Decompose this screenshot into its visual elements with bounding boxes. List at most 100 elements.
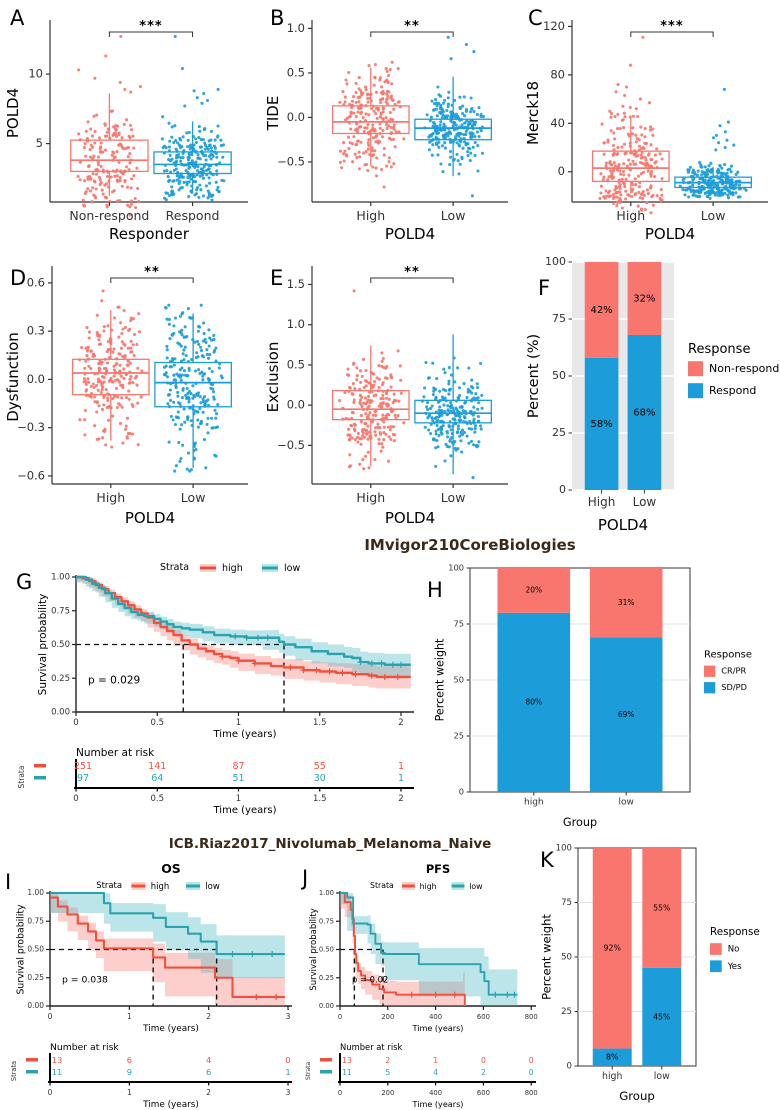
svg-text:Number at risk: Number at risk <box>76 747 155 759</box>
svg-text:6: 6 <box>127 1055 132 1065</box>
svg-text:25: 25 <box>561 1007 572 1017</box>
svg-text:0: 0 <box>567 1062 572 1072</box>
svg-text:1.00: 1.00 <box>27 888 44 897</box>
svg-text:0.5: 0.5 <box>150 794 164 804</box>
svg-text:Time (years): Time (years) <box>412 1099 464 1109</box>
panel-b: B −0.5 0.0 0.5 1.0 TIDE High Low POLD4 ** <box>264 6 516 248</box>
svg-text:Response: Response <box>688 342 750 357</box>
svg-text:Dysfunction: Dysfunction <box>4 332 22 422</box>
svg-text:Low: Low <box>633 495 657 509</box>
svg-text:0.00: 0.00 <box>319 1002 334 1010</box>
svg-text:−0.5: −0.5 <box>277 154 305 168</box>
svg-text:50: 50 <box>454 675 465 685</box>
svg-text:low: low <box>619 798 634 808</box>
svg-text:High: High <box>616 208 645 223</box>
svg-text:1.00: 1.00 <box>319 889 334 897</box>
svg-text:Time (years): Time (years) <box>412 1023 464 1033</box>
svg-text:Yes: Yes <box>727 962 742 972</box>
svg-text:Strata: Strata <box>17 766 26 789</box>
svg-text:9: 9 <box>127 1067 132 1077</box>
svg-text:2: 2 <box>206 1012 211 1021</box>
svg-text:25: 25 <box>454 731 465 741</box>
svg-text:75: 75 <box>454 619 465 629</box>
svg-text:POLD4: POLD4 <box>125 509 175 527</box>
svg-text:120: 120 <box>543 19 565 33</box>
svg-text:2: 2 <box>398 794 403 804</box>
svg-text:400: 400 <box>429 1013 442 1021</box>
svg-text:42%: 42% <box>590 305 612 316</box>
svg-text:600: 600 <box>477 1089 490 1097</box>
panel-f: F 0 25 50 75 100 Percent (%) 58% 42% High 68% 32% L… <box>518 252 780 538</box>
svg-text:1: 1 <box>236 794 241 804</box>
panel-b-letter: B <box>270 6 285 30</box>
panel-k: K 0 25 50 75 100 Percent weight 8% 92% high 45% 55… <box>532 836 780 1108</box>
svg-text:1: 1 <box>285 1067 290 1077</box>
svg-text:87: 87 <box>232 761 244 772</box>
panel-e: E −0.5 0.0 0.5 1.0 1.5 Exclusion High Low POLD4 *… <box>264 252 516 532</box>
svg-text:80: 80 <box>550 67 565 81</box>
svg-text:5: 5 <box>36 136 43 150</box>
svg-text:0: 0 <box>48 1012 53 1021</box>
svg-text:high: high <box>602 1071 622 1082</box>
svg-text:31%: 31% <box>618 598 635 607</box>
svg-text:Response: Response <box>710 926 760 938</box>
svg-text:0: 0 <box>338 1013 342 1021</box>
svg-text:20%: 20% <box>525 586 542 595</box>
svg-text:4: 4 <box>206 1055 211 1065</box>
svg-text:0.25: 0.25 <box>27 973 44 982</box>
svg-text:0.5: 0.5 <box>287 357 305 371</box>
svg-text:POLD4: POLD4 <box>598 516 648 534</box>
svg-text:141: 141 <box>148 761 166 772</box>
boxplot-exclusion: −0.5 0.0 0.5 1.0 1.5 Exclusion High Low POLD4 ** <box>264 265 508 527</box>
panel-i: I OS Strata high low 0.00 0.25 0.50 0.75 1.00 Sur… <box>4 860 302 1110</box>
svg-text:High: High <box>588 495 616 509</box>
svg-text:Non-respond: Non-respond <box>69 208 149 223</box>
panel-h-letter: H <box>427 578 443 602</box>
svg-text:0.50: 0.50 <box>319 946 334 954</box>
svg-text:13: 13 <box>342 1056 352 1065</box>
svg-text:Low: Low <box>441 490 466 505</box>
svg-text:Low: Low <box>441 208 466 223</box>
svg-text:10: 10 <box>28 67 43 81</box>
svg-text:Time (years): Time (years) <box>213 805 277 816</box>
svg-text:SD/PD: SD/PD <box>721 682 747 692</box>
svg-text:11: 11 <box>52 1067 63 1077</box>
svg-text:**: ** <box>404 19 420 34</box>
svg-text:Responder: Responder <box>109 225 190 243</box>
svg-text:75: 75 <box>561 898 572 908</box>
svg-text:Time (years): Time (years) <box>142 1100 199 1110</box>
svg-text:55%: 55% <box>653 903 670 912</box>
dataset-title-imvigor: IMvigor210CoreBiologies <box>364 536 576 554</box>
boxplot-tide: −0.5 0.0 0.5 1.0 TIDE High Low POLD4 ** <box>264 19 508 243</box>
svg-text:50: 50 <box>561 953 572 963</box>
svg-text:1.5: 1.5 <box>313 718 327 728</box>
svg-text:Number at risk: Number at risk <box>50 1042 119 1053</box>
svg-text:45%: 45% <box>653 1012 670 1021</box>
svg-text:Time (years): Time (years) <box>213 729 277 740</box>
svg-text:0.0: 0.0 <box>287 398 305 412</box>
svg-text:6: 6 <box>206 1067 211 1077</box>
svg-text:Percent weight: Percent weight <box>434 638 447 721</box>
svg-text:CR/PR: CR/PR <box>721 666 746 676</box>
panel-g-letter: G <box>16 570 33 594</box>
svg-text:2: 2 <box>398 718 403 728</box>
panel-i-letter: I <box>5 870 12 894</box>
svg-text:8%: 8% <box>606 1053 618 1062</box>
svg-text:Strata: Strata <box>160 562 189 573</box>
svg-text:Respond: Respond <box>709 384 756 397</box>
svg-text:0.50: 0.50 <box>51 640 70 650</box>
svg-text:OS: OS <box>161 861 181 876</box>
svg-text:Percent (%): Percent (%) <box>526 334 542 418</box>
svg-text:0: 0 <box>559 483 566 496</box>
svg-text:0.00: 0.00 <box>27 1001 44 1010</box>
svg-text:13: 13 <box>52 1055 63 1065</box>
svg-text:0.75: 0.75 <box>51 606 70 616</box>
svg-text:100: 100 <box>545 255 566 268</box>
svg-text:0.75: 0.75 <box>319 917 334 925</box>
svg-text:Time (years): Time (years) <box>142 1024 199 1034</box>
svg-text:40: 40 <box>550 116 565 130</box>
svg-text:No: No <box>728 945 740 955</box>
svg-text:55: 55 <box>314 761 326 772</box>
svg-text:69%: 69% <box>618 710 635 719</box>
svg-text:0.75: 0.75 <box>27 916 44 925</box>
